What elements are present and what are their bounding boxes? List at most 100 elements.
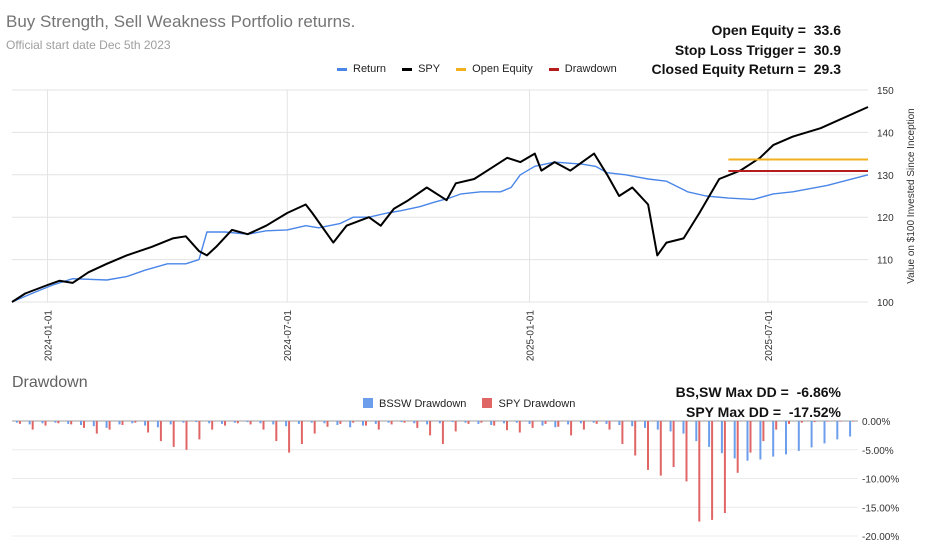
bssw-drawdown-bar (285, 421, 288, 427)
bssw-drawdown-bar (631, 421, 634, 427)
bssw-drawdown-bar (144, 421, 147, 426)
spy-drawdown-bar (326, 421, 329, 427)
stat-value: 29.3 (813, 61, 841, 77)
y-tick-label: 120 (877, 213, 894, 224)
spy-drawdown-bar (788, 421, 790, 424)
chart-title: Buy Strength, Sell Weakness Portfolio re… (6, 12, 356, 31)
stat-bssw-max-dd: BS,SW Max DD = -6.86% (676, 383, 841, 403)
bssw-drawdown-bar (15, 421, 18, 423)
spy-drawdown-bar (403, 421, 406, 423)
bssw-drawdown-bar (426, 421, 429, 425)
spy-drawdown-bar (31, 421, 34, 430)
spy-drawdown-bar (377, 421, 380, 430)
bssw-drawdown-bar (515, 421, 518, 423)
stat-closed-equity: Closed Equity Return = 29.3 (652, 60, 841, 80)
bssw-drawdown-bar (413, 421, 416, 424)
spy-drawdown-bar (198, 421, 201, 440)
legend-label: BSSW Drawdown (379, 398, 467, 410)
spy-drawdown-bar (441, 421, 444, 444)
bssw-drawdown-bar (349, 421, 352, 428)
stat-label: BS,SW Max DD = (675, 384, 789, 400)
bssw-drawdown-bar (541, 421, 544, 426)
stat-label: SPY Max DD = (686, 403, 782, 420)
legend-item-spy-drawdown[interactable]: SPY Drawdown (482, 398, 575, 410)
bssw-drawdown-bar (720, 421, 723, 454)
bssw-drawdown-bar (131, 421, 134, 424)
bssw-drawdown-bar (772, 421, 775, 457)
bssw-drawdown-bar (310, 421, 313, 423)
spy-drawdown-bar (711, 421, 714, 520)
bssw-drawdown-bar (80, 421, 82, 425)
bssw-drawdown-bar (490, 421, 493, 425)
spy-drawdown-bar (288, 421, 291, 453)
y-tick-label: 140 (877, 128, 894, 139)
legend-label: SPY Drawdown (498, 398, 576, 410)
spy-drawdown-bar (159, 421, 162, 442)
drawdown-stats: BS,SW Max DD = -6.86% SPY Max DD = -17.5… (676, 383, 841, 422)
bssw-drawdown-bar (669, 421, 672, 432)
bssw-drawdown-bar (54, 421, 57, 423)
x-tick-label: 2025-01-01 (526, 310, 537, 362)
spy-drawdown-bar (813, 421, 816, 423)
bssw-drawdown-bar (785, 421, 787, 455)
bssw-drawdown-bar (682, 421, 685, 434)
spy-drawdown-bar (211, 421, 214, 430)
stat-label: Closed Equity Return = (651, 61, 806, 77)
y-tick-label: -15.00% (862, 503, 899, 514)
spy-drawdown-bar (736, 421, 739, 473)
bssw-drawdown-bar (438, 421, 441, 424)
bssw-drawdown-bar (195, 421, 198, 423)
stat-stop-loss: Stop Loss Trigger = 30.9 (652, 41, 841, 61)
legend-label: SPY (418, 63, 441, 75)
y-tick-label: 100 (877, 298, 894, 309)
x-tick-label: 2024-01-01 (44, 310, 55, 362)
bssw-drawdown-bar (708, 421, 711, 447)
spy-drawdown-bar (570, 421, 573, 436)
spy-drawdown-bar (595, 421, 598, 424)
bssw-drawdown-bar (836, 421, 839, 440)
spy-drawdown-bar (224, 421, 226, 426)
bssw-drawdown-bar (400, 421, 403, 423)
y-tick-label: -20.00% (862, 532, 899, 543)
bssw-drawdown-bar (67, 421, 70, 424)
legend-item-open-equity[interactable]: Open Equity (456, 63, 533, 75)
spy-drawdown-bar (300, 421, 303, 444)
legend-item-bssw-drawdown[interactable]: BSSW Drawdown (363, 398, 466, 410)
spy-drawdown-bar (557, 421, 560, 427)
y-tick-label: 130 (877, 171, 894, 182)
bssw-drawdown-bar (259, 421, 262, 424)
legend-item-return[interactable]: Return (337, 63, 386, 75)
bssw-drawdown-bar (797, 421, 800, 451)
bssw-drawdown-bar (733, 421, 736, 459)
y-tick-label: -10.00% (862, 475, 899, 486)
legend-item-spy[interactable]: SPY (402, 63, 440, 75)
spy-drawdown-bar (95, 421, 98, 434)
spy-drawdown-bar (454, 421, 457, 432)
spy-drawdown-bar (506, 421, 508, 431)
spy-drawdown-bar (800, 421, 803, 423)
bssw-drawdown-bar (579, 421, 582, 424)
spy-drawdown-bar (762, 421, 765, 442)
bssw-drawdown-bar (374, 421, 377, 424)
bssw-drawdown-bar (656, 421, 659, 430)
spy-drawdown-bar (685, 421, 688, 482)
stat-value: 30.9 (813, 41, 841, 58)
spy-drawdown-bar (749, 421, 752, 453)
bssw-drawdown-bar (618, 421, 621, 425)
y-axis-title: Value on $100 Invested Since Inception (906, 108, 917, 284)
spy-drawdown-bar (44, 421, 47, 426)
spy-drawdown-bar (634, 421, 637, 456)
spy-drawdown-bar (852, 421, 855, 422)
chart-subtitle: Official start date Dec 5th 2023 (6, 38, 171, 52)
bssw-drawdown-bar (169, 421, 172, 425)
legend-item-drawdown[interactable]: Drawdown (548, 63, 617, 75)
equity-stats: Open Equity = 33.6 Stop Loss Trigger = 3… (652, 21, 841, 80)
spy-drawdown-bar (275, 421, 278, 442)
bssw-drawdown-bar (41, 421, 44, 424)
stat-label: Open Equity = (711, 22, 806, 38)
legend-label: Open Equity (472, 63, 533, 75)
spy-drawdown-bar (608, 421, 611, 430)
bssw-drawdown-bar (28, 421, 31, 425)
bssw-drawdown-bar (323, 421, 326, 424)
spy-drawdown-bar (365, 421, 367, 426)
